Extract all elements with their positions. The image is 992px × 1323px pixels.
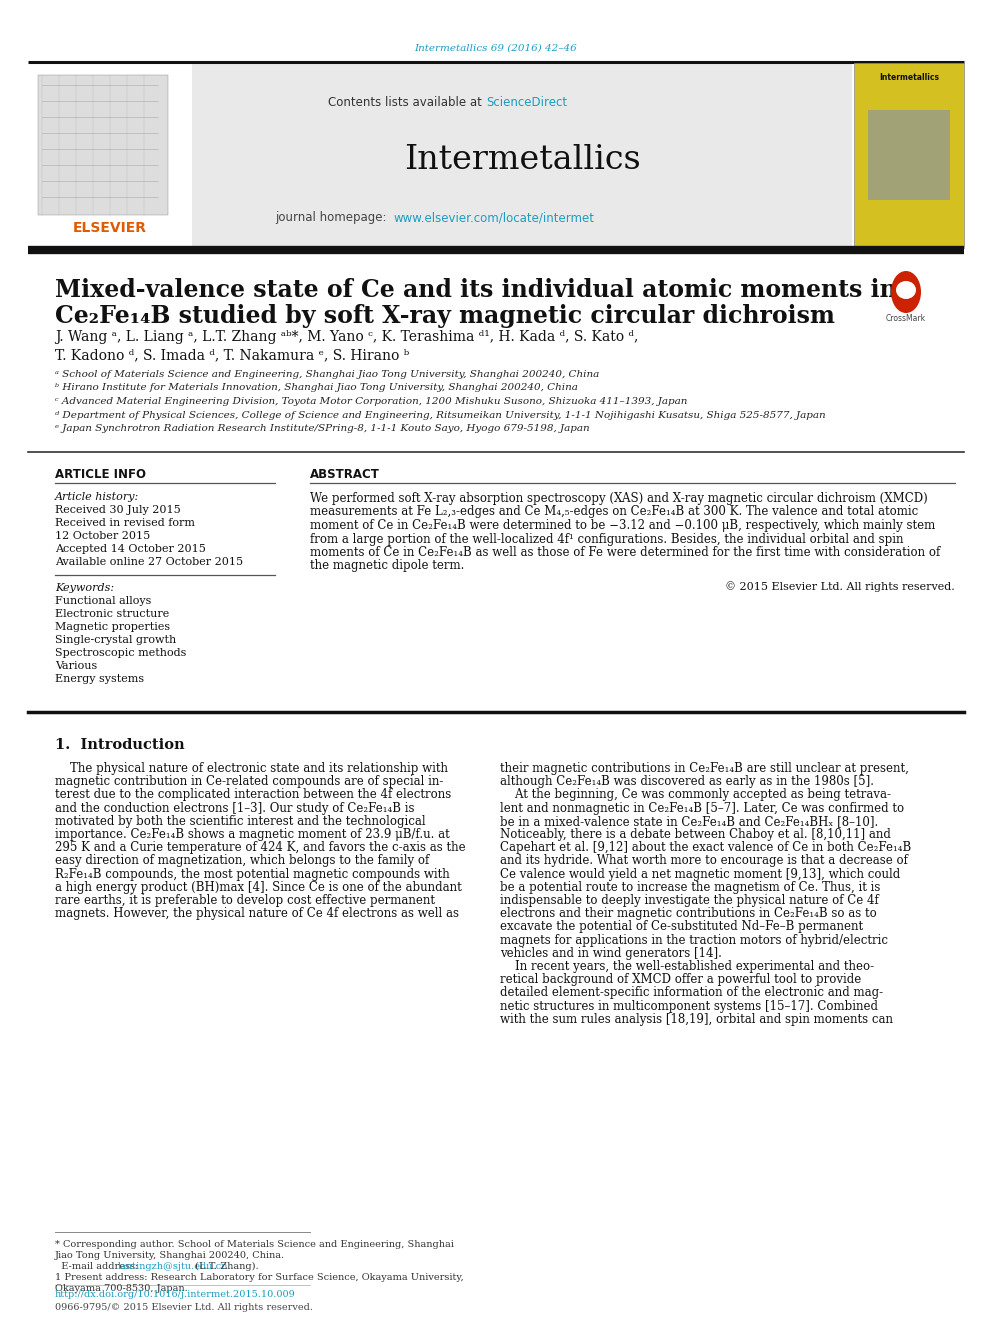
FancyBboxPatch shape [38,75,168,216]
Ellipse shape [896,280,916,299]
Text: retical background of XMCD offer a powerful tool to provide: retical background of XMCD offer a power… [500,974,861,986]
Text: CrossMark: CrossMark [886,314,927,323]
Text: moments of Ce in Ce₂Fe₁₄B as well as those of Fe were determined for the first t: moments of Ce in Ce₂Fe₁₄B as well as tho… [310,546,940,560]
Text: ARTICLE INFO: ARTICLE INFO [55,468,146,482]
Text: excavate the potential of Ce-substituted Nd–Fe–B permanent: excavate the potential of Ce-substituted… [500,921,863,934]
Text: 1 Present address: Research Laboratory for Surface Science, Okayama University,: 1 Present address: Research Laboratory f… [55,1273,463,1282]
Text: from a large portion of the well-localized 4f¹ configurations. Besides, the indi: from a large portion of the well-localiz… [310,532,904,545]
Text: In recent years, the well-established experimental and theo-: In recent years, the well-established ex… [500,960,874,972]
Text: Contents lists available at: Contents lists available at [328,97,486,110]
Text: ScienceDirect: ScienceDirect [486,97,567,110]
Text: 1.  Introduction: 1. Introduction [55,738,185,751]
Text: measurements at Fe L₂,₃-edges and Ce M₄,₅-edges on Ce₂Fe₁₄B at 300 K. The valenc: measurements at Fe L₂,₃-edges and Ce M₄,… [310,505,919,519]
Text: At the beginning, Ce was commonly accepted as being tetrava-: At the beginning, Ce was commonly accept… [500,789,891,802]
Text: ᵈ Department of Physical Sciences, College of Science and Engineering, Ritsumeik: ᵈ Department of Physical Sciences, Colle… [55,410,825,419]
Text: www.elsevier.com/locate/intermet: www.elsevier.com/locate/intermet [394,212,595,225]
FancyBboxPatch shape [192,64,852,247]
Text: Received 30 July 2015: Received 30 July 2015 [55,505,181,515]
Text: importance. Ce₂Fe₁₄B shows a magnetic moment of 23.9 μB/f.u. at: importance. Ce₂Fe₁₄B shows a magnetic mo… [55,828,449,841]
Text: 295 K and a Curie temperature of 424 K, and favors the c-axis as the: 295 K and a Curie temperature of 424 K, … [55,841,465,855]
Text: journal homepage:: journal homepage: [275,212,394,225]
Text: ᵉ Japan Synchrotron Radiation Research Institute/SPring-8, 1-1-1 Kouto Sayo, Hyo: ᵉ Japan Synchrotron Radiation Research I… [55,423,589,433]
Text: lantingzh@sjtu.edu.cn: lantingzh@sjtu.edu.cn [118,1262,228,1271]
FancyBboxPatch shape [868,110,950,200]
Text: moment of Ce in Ce₂Fe₁₄B were determined to be −3.12 and −0.100 μB, respectively: moment of Ce in Ce₂Fe₁₄B were determined… [310,519,935,532]
Text: Accepted 14 October 2015: Accepted 14 October 2015 [55,544,206,554]
Text: Capehart et al. [9,12] about the exact valence of Ce in both Ce₂Fe₁₄B: Capehart et al. [9,12] about the exact v… [500,841,912,855]
Text: Ce valence would yield a net magnetic moment [9,13], which could: Ce valence would yield a net magnetic mo… [500,868,901,881]
Text: * Corresponding author. School of Materials Science and Engineering, Shanghai: * Corresponding author. School of Materi… [55,1240,454,1249]
Text: Ce₂Fe₁₄B studied by soft X-ray magnetic circular dichroism: Ce₂Fe₁₄B studied by soft X-ray magnetic … [55,304,835,328]
Text: Energy systems: Energy systems [55,673,144,684]
Text: Intermetallics: Intermetallics [879,74,939,82]
Text: ELSEVIER: ELSEVIER [73,221,147,235]
Text: Electronic structure: Electronic structure [55,609,170,619]
Text: J. Wang ᵃ, L. Liang ᵃ, L.T. Zhang ᵃᵇ*, M. Yano ᶜ, K. Terashima ᵈ¹, H. Kada ᵈ, S.: J. Wang ᵃ, L. Liang ᵃ, L.T. Zhang ᵃᵇ*, M… [55,329,639,344]
Text: a high energy product (BH)max [4]. Since Ce is one of the abundant: a high energy product (BH)max [4]. Since… [55,881,461,894]
Ellipse shape [891,271,921,314]
Text: although Ce₂Fe₁₄B was discovered as early as in the 1980s [5].: although Ce₂Fe₁₄B was discovered as earl… [500,775,874,789]
Text: be a potential route to increase the magnetism of Ce. Thus, it is: be a potential route to increase the mag… [500,881,880,894]
Text: with the sum rules analysis [18,19], orbital and spin moments can: with the sum rules analysis [18,19], orb… [500,1013,893,1025]
Text: easy direction of magnetization, which belongs to the family of: easy direction of magnetization, which b… [55,855,430,868]
Text: Functional alloys: Functional alloys [55,595,152,606]
FancyBboxPatch shape [28,64,192,247]
Text: be in a mixed-valence state in Ce₂Fe₁₄B and Ce₂Fe₁₄BHₓ [8–10].: be in a mixed-valence state in Ce₂Fe₁₄B … [500,815,878,828]
Text: ᵃ School of Materials Science and Engineering, Shanghai Jiao Tong University, Sh: ᵃ School of Materials Science and Engine… [55,370,599,378]
Text: The physical nature of electronic state and its relationship with: The physical nature of electronic state … [55,762,448,775]
FancyBboxPatch shape [854,64,964,247]
Text: (L.T. Zhang).: (L.T. Zhang). [191,1262,258,1271]
Text: indispensable to deeply investigate the physical nature of Ce 4f: indispensable to deeply investigate the … [500,894,879,908]
Text: ᵇ Hirano Institute for Materials Innovation, Shanghai Jiao Tong University, Shan: ᵇ Hirano Institute for Materials Innovat… [55,384,578,393]
Text: Jiao Tong University, Shanghai 200240, China.: Jiao Tong University, Shanghai 200240, C… [55,1252,285,1259]
Text: We performed soft X-ray absorption spectroscopy (XAS) and X-ray magnetic circula: We performed soft X-ray absorption spect… [310,492,928,505]
Text: vehicles and in wind generators [14].: vehicles and in wind generators [14]. [500,947,722,959]
Text: Various: Various [55,662,97,671]
Text: 0966-9795/© 2015 Elsevier Ltd. All rights reserved.: 0966-9795/© 2015 Elsevier Ltd. All right… [55,1303,313,1312]
Text: and its hydride. What worth more to encourage is that a decrease of: and its hydride. What worth more to enco… [500,855,908,868]
Text: Keywords:: Keywords: [55,583,114,593]
Text: terest due to the complicated interaction between the 4f electrons: terest due to the complicated interactio… [55,789,451,802]
Text: Intermetallics 69 (2016) 42–46: Intermetallics 69 (2016) 42–46 [415,44,577,53]
Text: E-mail address:: E-mail address: [55,1262,142,1271]
Text: detailed element-specific information of the electronic and mag-: detailed element-specific information of… [500,987,883,999]
Text: Magnetic properties: Magnetic properties [55,622,170,632]
Text: http://dx.doi.org/10.1016/j.intermet.2015.10.009: http://dx.doi.org/10.1016/j.intermet.201… [55,1290,296,1299]
Text: R₂Fe₁₄B compounds, the most potential magnetic compounds with: R₂Fe₁₄B compounds, the most potential ma… [55,868,449,881]
Text: rare earths, it is preferable to develop cost effective permanent: rare earths, it is preferable to develop… [55,894,435,908]
Text: Mixed-valence state of Ce and its individual atomic moments in: Mixed-valence state of Ce and its indivi… [55,278,897,302]
Text: ABSTRACT: ABSTRACT [310,468,380,482]
Text: T. Kadono ᵈ, S. Imada ᵈ, T. Nakamura ᵉ, S. Hirano ᵇ: T. Kadono ᵈ, S. Imada ᵈ, T. Nakamura ᵉ, … [55,348,410,363]
Text: electrons and their magnetic contributions in Ce₂Fe₁₄B so as to: electrons and their magnetic contributio… [500,908,877,921]
Text: © 2015 Elsevier Ltd. All rights reserved.: © 2015 Elsevier Ltd. All rights reserved… [725,581,955,591]
Text: Noticeably, there is a debate between Chaboy et al. [8,10,11] and: Noticeably, there is a debate between Ch… [500,828,891,841]
Text: ᶜ Advanced Material Engineering Division, Toyota Motor Corporation, 1200 Mishuku: ᶜ Advanced Material Engineering Division… [55,397,687,406]
Text: magnets. However, the physical nature of Ce 4f electrons as well as: magnets. However, the physical nature of… [55,908,459,921]
Text: motivated by both the scientific interest and the technological: motivated by both the scientific interes… [55,815,426,828]
Text: and the conduction electrons [1–3]. Our study of Ce₂Fe₁₄B is: and the conduction electrons [1–3]. Our … [55,802,415,815]
Text: Okayama 700-8530, Japan.: Okayama 700-8530, Japan. [55,1285,187,1293]
Text: Received in revised form: Received in revised form [55,519,195,528]
Text: magnets for applications in the traction motors of hybrid/electric: magnets for applications in the traction… [500,934,888,946]
Text: Article history:: Article history: [55,492,139,501]
Text: lent and nonmagnetic in Ce₂Fe₁₄B [5–7]. Later, Ce was confirmed to: lent and nonmagnetic in Ce₂Fe₁₄B [5–7]. … [500,802,904,815]
Text: the magnetic dipole term.: the magnetic dipole term. [310,560,464,573]
Text: magnetic contribution in Ce-related compounds are of special in-: magnetic contribution in Ce-related comp… [55,775,443,789]
Text: 12 October 2015: 12 October 2015 [55,531,150,541]
Text: netic structures in multicomponent systems [15–17]. Combined: netic structures in multicomponent syste… [500,1000,878,1012]
Text: Intermetallics: Intermetallics [404,144,641,176]
Text: Available online 27 October 2015: Available online 27 October 2015 [55,557,243,568]
Text: their magnetic contributions in Ce₂Fe₁₄B are still unclear at present,: their magnetic contributions in Ce₂Fe₁₄B… [500,762,909,775]
Text: Spectroscopic methods: Spectroscopic methods [55,648,186,658]
Text: Single-crystal growth: Single-crystal growth [55,635,177,646]
